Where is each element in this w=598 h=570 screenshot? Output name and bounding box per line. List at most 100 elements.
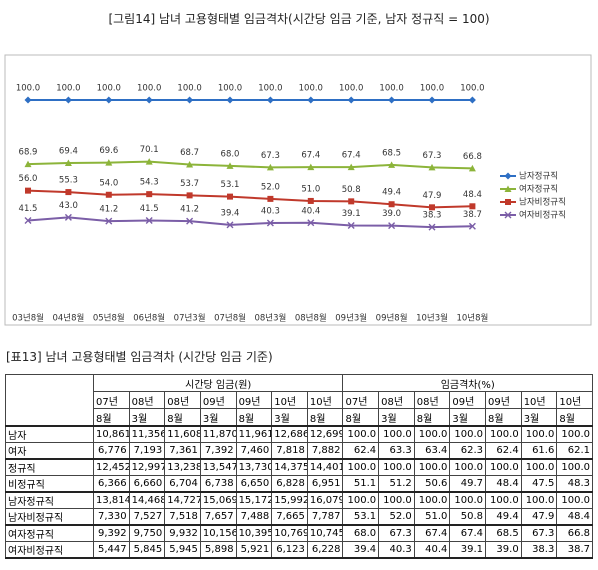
table-cell: 3월 (128, 408, 166, 427)
x-tick-label: 05년8월 (93, 313, 125, 324)
table-cell: 62.4 (485, 442, 522, 460)
legend-label: 남자정규직 (519, 171, 558, 182)
table-cell: 남자 (5, 425, 94, 443)
marker (105, 96, 113, 104)
data-label: 39.4 (221, 208, 240, 218)
marker (348, 198, 355, 205)
data-label: 49.4 (382, 188, 401, 198)
marker (307, 96, 315, 104)
table-cell: 8월 (556, 408, 593, 427)
data-label: 47.9 (423, 191, 442, 201)
table-cell: 11,356 (128, 425, 166, 443)
data-label: 68.5 (382, 148, 401, 158)
table-cell: 63.3 (378, 442, 415, 460)
table-cell: 남자비정규직 (5, 508, 94, 526)
table-cell: 68.5 (485, 524, 522, 542)
table-cell: 6,660 (128, 475, 166, 493)
marker (186, 192, 193, 199)
table-cell: 67.3 (378, 524, 415, 542)
x-tick-label: 07년3월 (174, 313, 206, 324)
data-label: 100.0 (339, 84, 363, 94)
marker (105, 159, 113, 166)
data-label: 100.0 (137, 84, 161, 94)
table-cell: 62.3 (449, 442, 487, 460)
table-cell: 10,769 (271, 524, 308, 542)
data-label: 55.3 (59, 176, 78, 186)
data-label: 53.1 (221, 180, 240, 190)
chart-title: [그림14] 남녀 고용형태별 임금격차(시간당 임금 기준, 남자 정규직 =… (108, 12, 490, 26)
legend-label: 여자비정규직 (519, 210, 566, 221)
data-label: 100.0 (177, 84, 201, 94)
table-cell: 09년 (199, 391, 237, 409)
table-cell: 시간당 임금(원) (92, 374, 344, 392)
marker (226, 96, 234, 104)
table-cell: 40.3 (378, 541, 415, 559)
data-label: 68.9 (19, 148, 38, 158)
table-cell: 51.1 (342, 475, 380, 493)
table-cell: 3월 (520, 408, 558, 427)
table-cell: 08년 (378, 391, 415, 409)
data-label: 39.1 (342, 209, 361, 219)
x-tick-label: 03년8월 (12, 313, 44, 324)
legend-marker (504, 211, 512, 219)
marker (428, 96, 436, 104)
data-label: 100.0 (379, 84, 403, 94)
data-label: 67.3 (423, 151, 442, 161)
table-cell: 7,392 (199, 442, 237, 460)
marker (25, 187, 31, 194)
table-cell: 여자비정규직 (5, 541, 94, 559)
marker (388, 96, 396, 104)
table-cell: 6,776 (93, 442, 130, 460)
table-cell: 48.3 (556, 475, 593, 493)
table-cell: 47.9 (520, 508, 558, 526)
table-cell: 38.7 (556, 541, 593, 559)
table-cell: 9,392 (93, 524, 130, 542)
table-cell: 53.1 (342, 508, 380, 526)
data-label: 56.0 (19, 174, 38, 184)
table-cell: 7,330 (93, 508, 130, 526)
marker (347, 96, 355, 104)
marker (307, 219, 315, 227)
table-cell: 67.4 (449, 524, 487, 542)
x-tick-label: 09년3월 (335, 313, 367, 324)
table-cell: 40.4 (413, 541, 451, 559)
table-cell: 13,238 (164, 458, 201, 476)
table-cell: 100.0 (342, 491, 380, 509)
table-cell: 16,079 (306, 491, 344, 509)
table-cell: 100.0 (413, 425, 451, 443)
table-cell: 08년 (413, 391, 451, 409)
marker (64, 213, 72, 221)
table-cell: 100.0 (556, 458, 593, 476)
table-cell: 100.0 (520, 458, 558, 476)
table-cell: 8월 (306, 408, 344, 427)
table-cell: 14,375 (271, 458, 308, 476)
marker (388, 201, 395, 208)
table-cell: 10,861 (93, 425, 130, 443)
table-cell: 7,665 (271, 508, 308, 526)
table-cell: 100.0 (378, 458, 415, 476)
table-cell: 12,699 (306, 425, 344, 443)
table-cell: 6,650 (235, 475, 273, 493)
table-cell: 100.0 (485, 491, 522, 509)
table-cell: 10년 (520, 391, 558, 409)
table-cell: 63.4 (413, 442, 451, 460)
table-cell: 100.0 (378, 491, 415, 509)
table-cell: 9,750 (128, 524, 166, 542)
data-label: 67.3 (261, 151, 280, 161)
data-label: 54.0 (99, 178, 118, 188)
marker (105, 191, 112, 198)
table-cell: 여자 (5, 442, 94, 460)
marker (105, 217, 113, 225)
table-cell: 10,395 (235, 524, 273, 542)
table-cell: 100.0 (449, 491, 487, 509)
table-cell: 100.0 (556, 491, 593, 509)
table-cell: 5,845 (128, 541, 166, 559)
legend-marker (504, 185, 512, 192)
x-tick-label: 08년8월 (295, 313, 327, 324)
table-cell (5, 374, 94, 427)
table-cell: 100.0 (520, 491, 558, 509)
marker (64, 159, 72, 167)
table-cell: 39.0 (485, 541, 522, 559)
data-label: 52.0 (261, 182, 280, 192)
data-label: 100.0 (460, 84, 484, 94)
